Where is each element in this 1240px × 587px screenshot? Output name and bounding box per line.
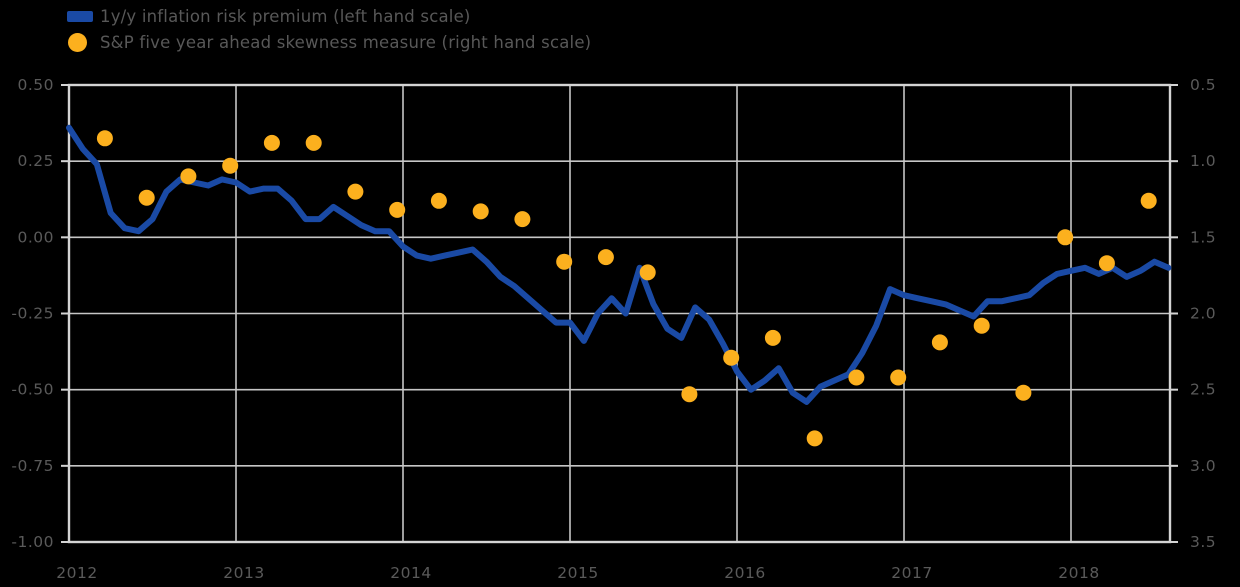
gridlines [68, 84, 1170, 543]
skewness-dot [848, 369, 865, 386]
right-axis-tick-label: 1.5 [1190, 228, 1216, 246]
skewness-dot [597, 249, 614, 266]
skewness-dot [639, 264, 656, 281]
x-axis-year-label: 2016 [724, 564, 765, 582]
line-swatch-icon [67, 10, 93, 22]
skewness-dot [1057, 229, 1074, 246]
skewness-dot [764, 329, 781, 346]
right-axis-tick-label: 3.5 [1190, 533, 1216, 551]
skewness-dots [96, 130, 1157, 447]
legend-label-inflation-premium: 1y/y inflation risk premium (left hand s… [100, 6, 471, 26]
left-axis-tick-label: 0.00 [17, 228, 54, 246]
legend-marker [67, 10, 100, 22]
skewness-dot [222, 157, 239, 174]
skewness-dot [1015, 384, 1032, 401]
left-axis-tick-label: 0.25 [17, 152, 54, 170]
skewness-dot [1140, 192, 1157, 209]
x-axis-year-label: 2012 [56, 564, 97, 582]
left-axis-labels: 0.50 0.25 0.00 -0.25 -0.50 -0.75 -1.00 [11, 76, 54, 551]
legend: 1y/y inflation risk premium (left hand s… [67, 3, 591, 55]
inflation-risk-premium-line [66, 124, 1172, 405]
skewness-dot [973, 317, 990, 334]
skewness-dot [347, 183, 364, 200]
left-axis-tick-label: -0.25 [11, 305, 54, 323]
right-axis-tick-label: 3.0 [1190, 457, 1216, 475]
x-axis-year-label: 2017 [891, 564, 932, 582]
skewness-dot [556, 253, 573, 270]
left-axis-tick-label: -1.00 [11, 533, 54, 551]
skewness-dot [389, 201, 406, 218]
x-axis-labels: 2012 2013 2014 2015 2016 2017 2018 [56, 564, 1099, 582]
right-axis-labels: 0.5 1.0 1.5 2.0 2.5 3.0 3.5 [1190, 76, 1216, 551]
skewness-dot [180, 168, 197, 185]
skewness-dot [931, 334, 948, 351]
skewness-dot [806, 430, 823, 447]
x-axis-year-label: 2013 [223, 564, 264, 582]
x-axis-year-label: 2015 [557, 564, 598, 582]
right-axis-tick-label: 1.0 [1190, 152, 1216, 170]
legend-item-inflation-premium: 1y/y inflation risk premium (left hand s… [67, 3, 591, 29]
x-axis-year-label: 2018 [1058, 564, 1099, 582]
skewness-dot [263, 134, 280, 151]
left-axis-tick-label: 0.50 [17, 76, 54, 94]
skewness-dot [514, 211, 531, 228]
skewness-dot [96, 130, 113, 147]
skewness-dot [681, 386, 698, 403]
axis-ticks [61, 84, 1178, 543]
skewness-dot [430, 192, 447, 209]
right-axis-tick-label: 2.0 [1190, 305, 1216, 323]
skewness-dot [138, 189, 155, 206]
right-axis-tick-label: 0.5 [1190, 76, 1216, 94]
legend-label-skewness: S&P five year ahead skewness measure (ri… [100, 32, 592, 52]
legend-marker [67, 32, 100, 52]
legend-item-skewness: S&P five year ahead skewness measure (ri… [67, 29, 591, 55]
skewness-dot [472, 203, 489, 220]
circle-swatch-icon [68, 32, 87, 52]
skewness-dot [890, 369, 907, 386]
right-axis-tick-label: 2.5 [1190, 381, 1216, 399]
skewness-dot [1098, 255, 1115, 272]
left-axis-tick-label: -0.50 [11, 381, 54, 399]
skewness-dot [305, 134, 322, 151]
skewness-dot [723, 349, 740, 366]
x-axis-year-label: 2014 [390, 564, 431, 582]
left-axis-tick-label: -0.75 [11, 457, 54, 475]
